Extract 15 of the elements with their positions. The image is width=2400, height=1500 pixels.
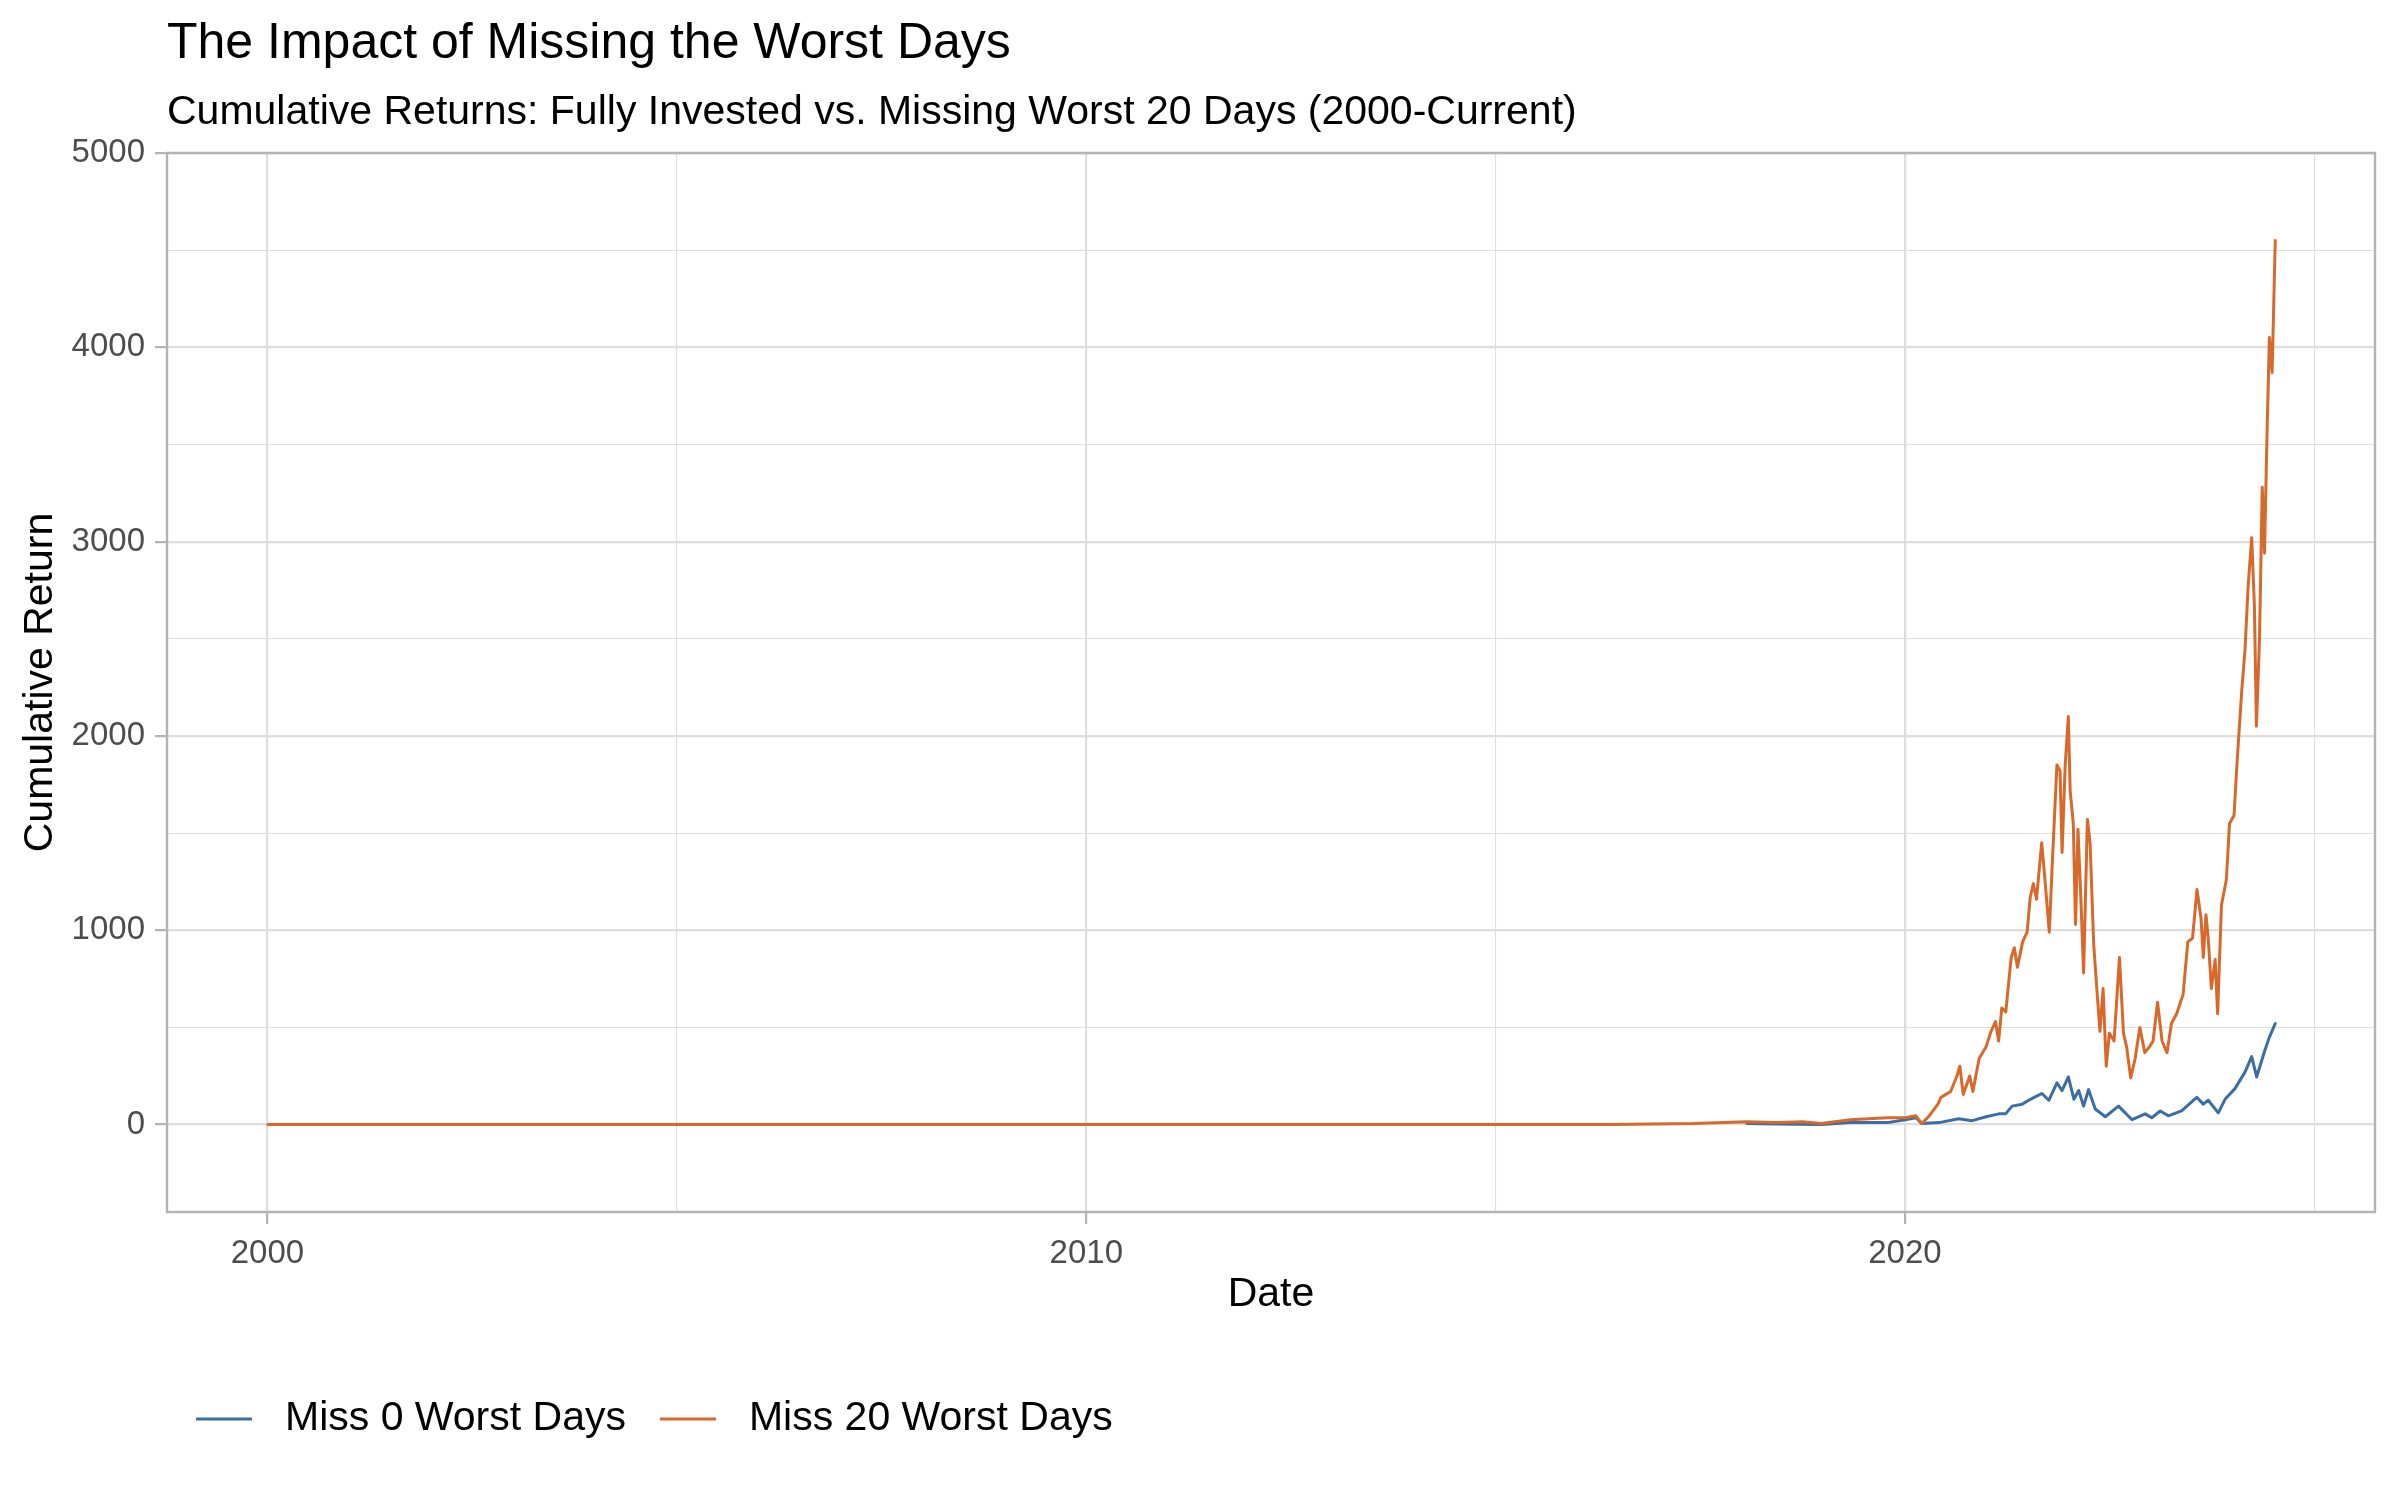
x-axis-title: Date <box>1227 1269 1315 1315</box>
x-tick-label: 2020 <box>1868 1232 1942 1270</box>
x-tick-label: 2000 <box>230 1232 305 1270</box>
chart-subtitle: Cumulative Returns: Fully Invested vs. Missing Worst 20 Days (2000-Current) <box>167 87 1577 133</box>
y-tick-label: 3000 <box>71 520 145 558</box>
legend-label: Miss 0 Worst Days <box>285 1393 626 1440</box>
y-tick-label: 1000 <box>71 909 145 947</box>
chart-title: The Impact of Missing the Worst Days <box>167 13 1011 69</box>
legend-label: Miss 20 Worst Days <box>748 1393 1113 1440</box>
y-tick-label: 4000 <box>71 326 145 364</box>
y-tick-label: 2000 <box>71 715 145 753</box>
x-tick-label: 2010 <box>1049 1232 1123 1270</box>
y-tick-label: 5000 <box>71 132 145 170</box>
y-axis-title: Cumulative Return <box>15 512 62 853</box>
y-tick-label: 0 <box>126 1103 145 1141</box>
